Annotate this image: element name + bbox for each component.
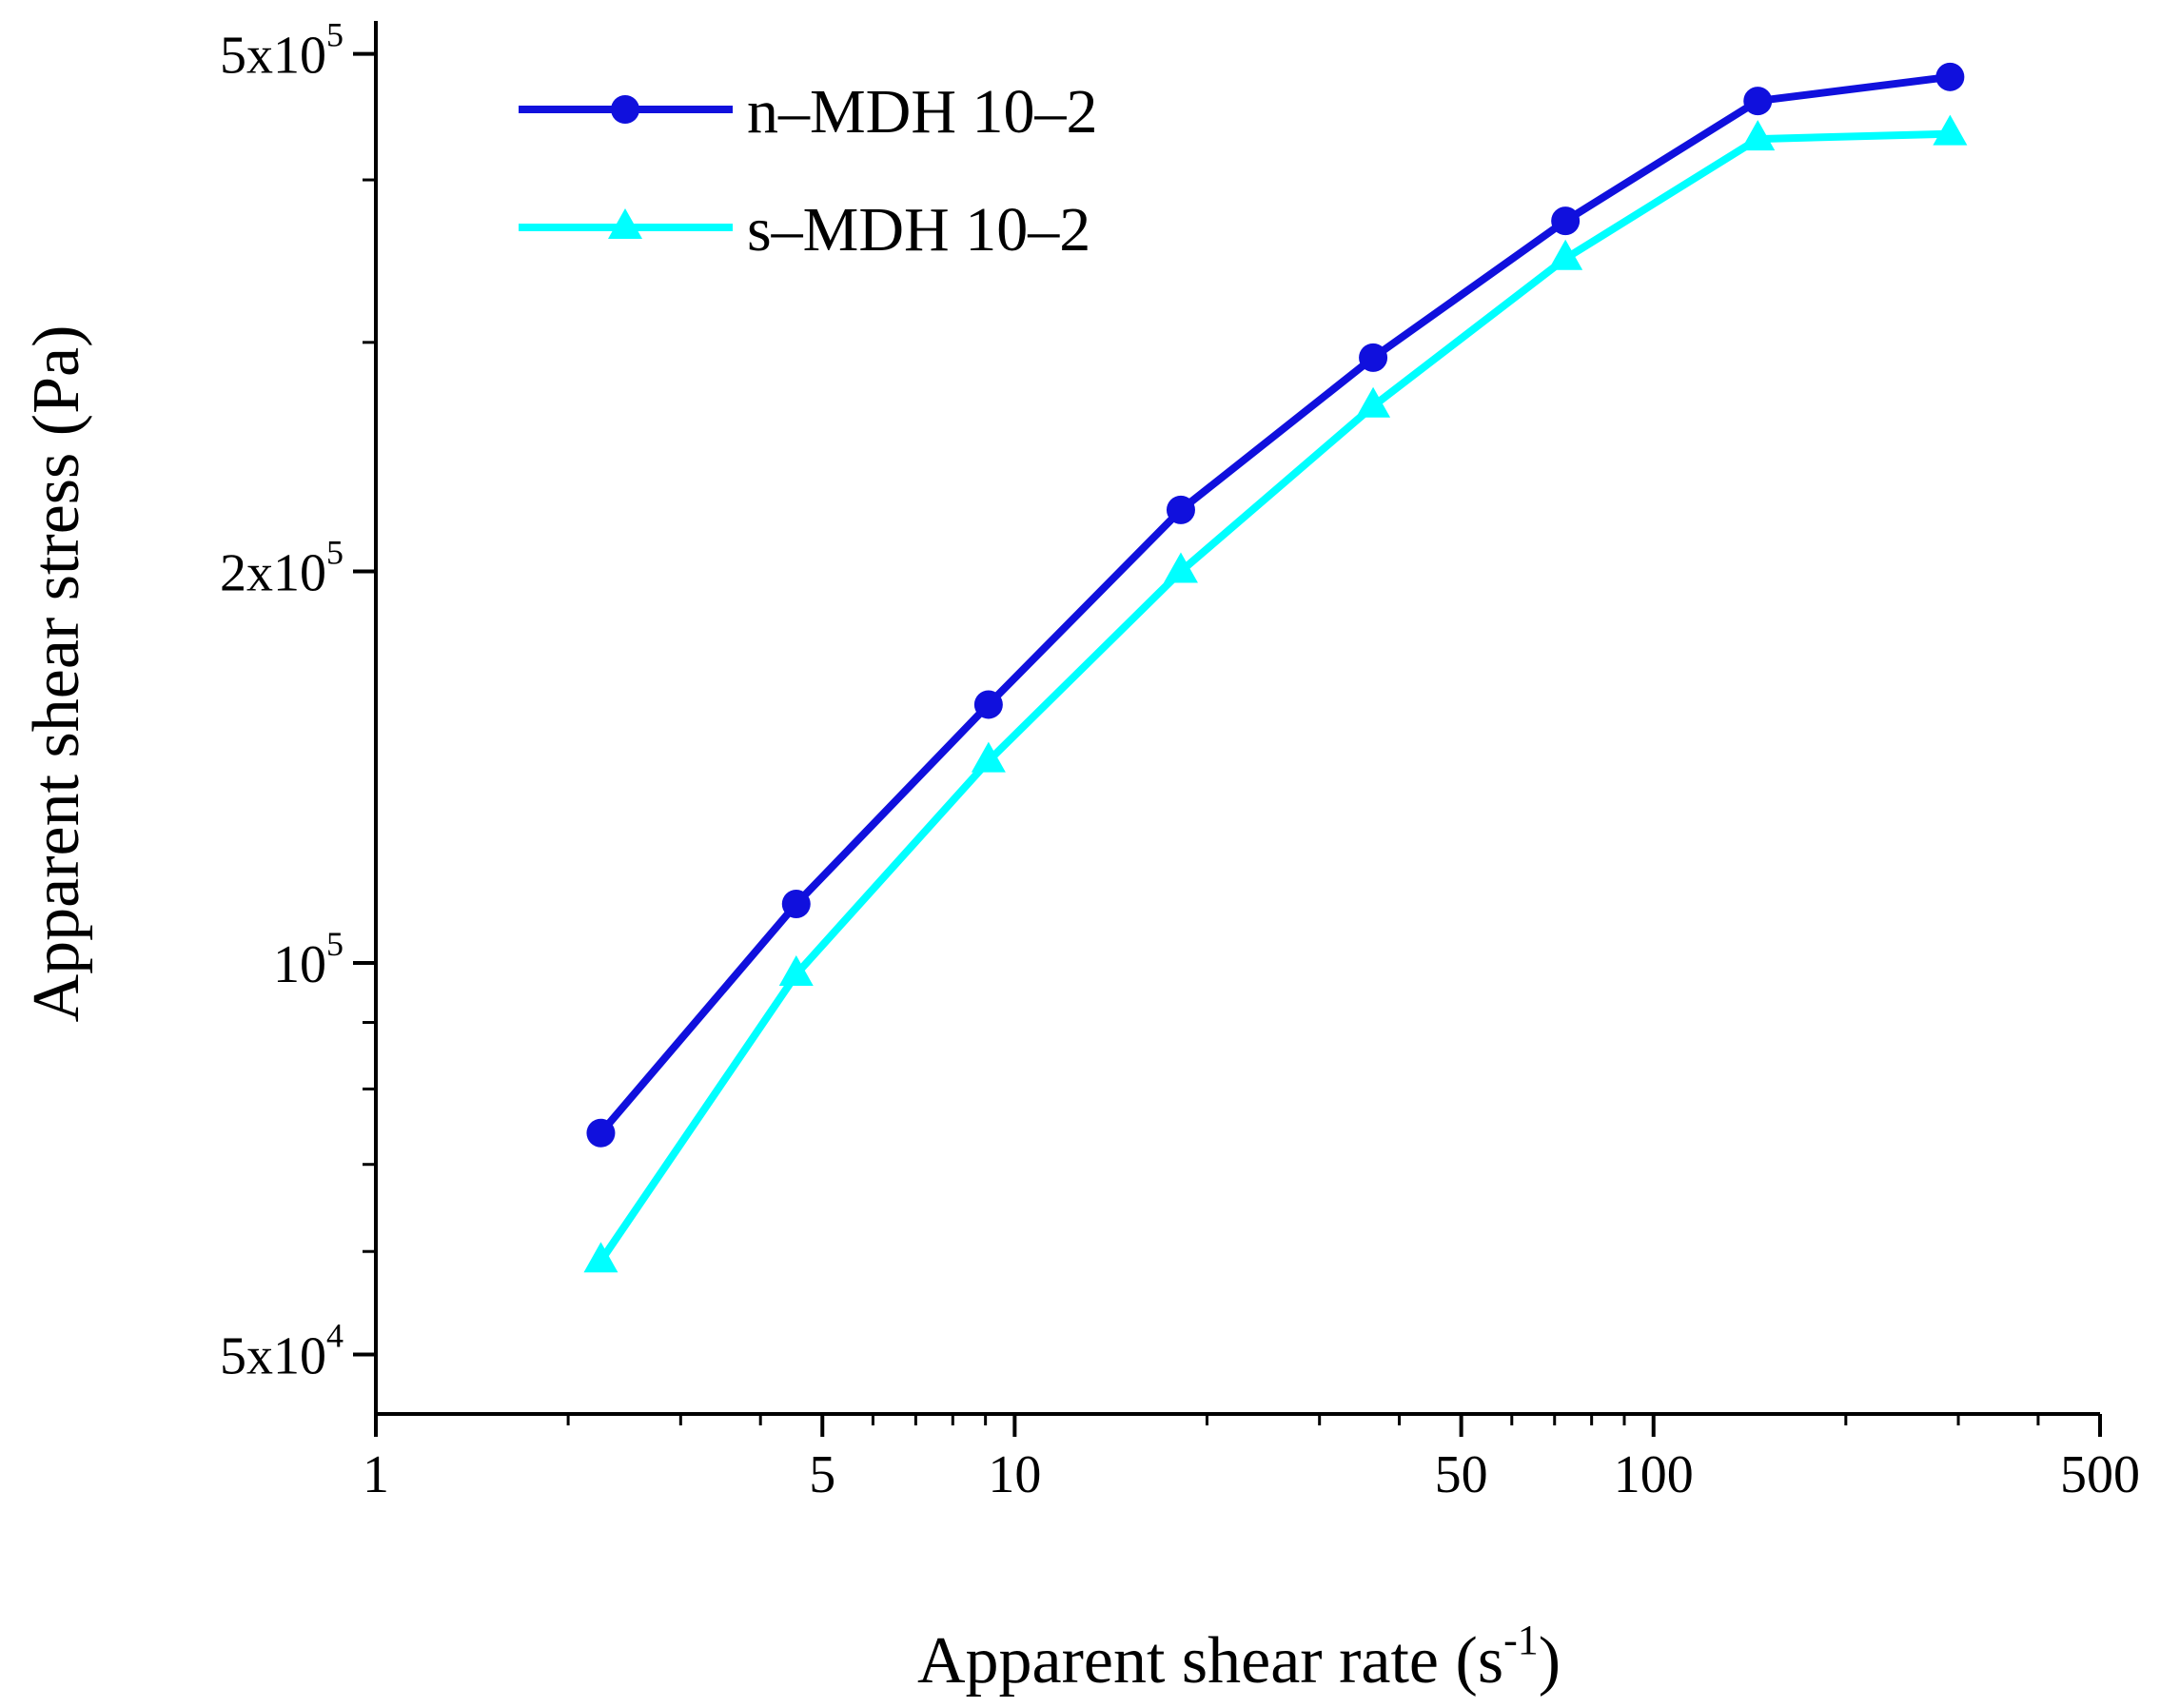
series bbox=[583, 62, 1968, 1273]
data-point bbox=[971, 741, 1006, 773]
x-axis-title-end: ) bbox=[1539, 1624, 1561, 1698]
x-tick-label: 500 bbox=[2060, 1445, 2140, 1504]
series-s-mdh bbox=[583, 114, 1968, 1273]
y-axis-title: Apparent shear stress (Pa) bbox=[20, 325, 93, 1023]
data-point bbox=[1163, 552, 1198, 583]
x-axis-title: Apparent shear rate (s-1) bbox=[917, 1617, 1561, 1698]
y-tick-label: 105 bbox=[273, 925, 344, 994]
data-point bbox=[1356, 386, 1391, 418]
data-point bbox=[1933, 114, 1968, 146]
data-point bbox=[1935, 62, 1965, 91]
legend-label-n-mdh: n–MDH 10–2 bbox=[747, 77, 1098, 147]
data-point bbox=[973, 690, 1003, 719]
ticks: 1 5 10 50 100 500 5x104 105 2x105 5x105 bbox=[220, 16, 2140, 1504]
data-point bbox=[1359, 343, 1388, 372]
legend: n–MDH 10–2 s–MDH 10–2 bbox=[519, 77, 1098, 265]
legend-marker-s-mdh bbox=[608, 208, 642, 239]
x-tick-label: 100 bbox=[1614, 1445, 1694, 1504]
data-point bbox=[1548, 239, 1583, 270]
y-tick-label: 5x104 bbox=[220, 1316, 344, 1385]
data-point bbox=[1743, 87, 1773, 116]
x-tick-label: 50 bbox=[1435, 1445, 1488, 1504]
legend-marker-n-mdh bbox=[611, 95, 639, 124]
x-axis-title-text: Apparent shear rate (s bbox=[917, 1624, 1503, 1698]
data-point bbox=[778, 954, 814, 986]
legend-entry-n-mdh: n–MDH 10–2 bbox=[519, 77, 1098, 147]
data-point bbox=[1740, 120, 1776, 151]
x-axis-title-sup: -1 bbox=[1503, 1617, 1539, 1663]
data-point bbox=[781, 890, 811, 919]
y-tick-label: 5x105 bbox=[220, 16, 344, 86]
data-point bbox=[583, 1242, 619, 1273]
data-point bbox=[1166, 495, 1195, 524]
x-tick-label: 5 bbox=[809, 1445, 835, 1504]
x-tick-label: 1 bbox=[363, 1445, 389, 1504]
data-point bbox=[1551, 206, 1581, 236]
series-line bbox=[598, 129, 1951, 1264]
series-line bbox=[598, 72, 1951, 1136]
x-tick-label: 10 bbox=[988, 1445, 1041, 1504]
axes bbox=[374, 21, 2100, 1416]
legend-entry-s-mdh: s–MDH 10–2 bbox=[519, 195, 1090, 265]
y-tick-label: 2x105 bbox=[220, 534, 344, 603]
legend-label-s-mdh: s–MDH 10–2 bbox=[747, 195, 1090, 265]
data-point bbox=[586, 1118, 616, 1148]
series-n-mdh bbox=[586, 62, 1965, 1148]
